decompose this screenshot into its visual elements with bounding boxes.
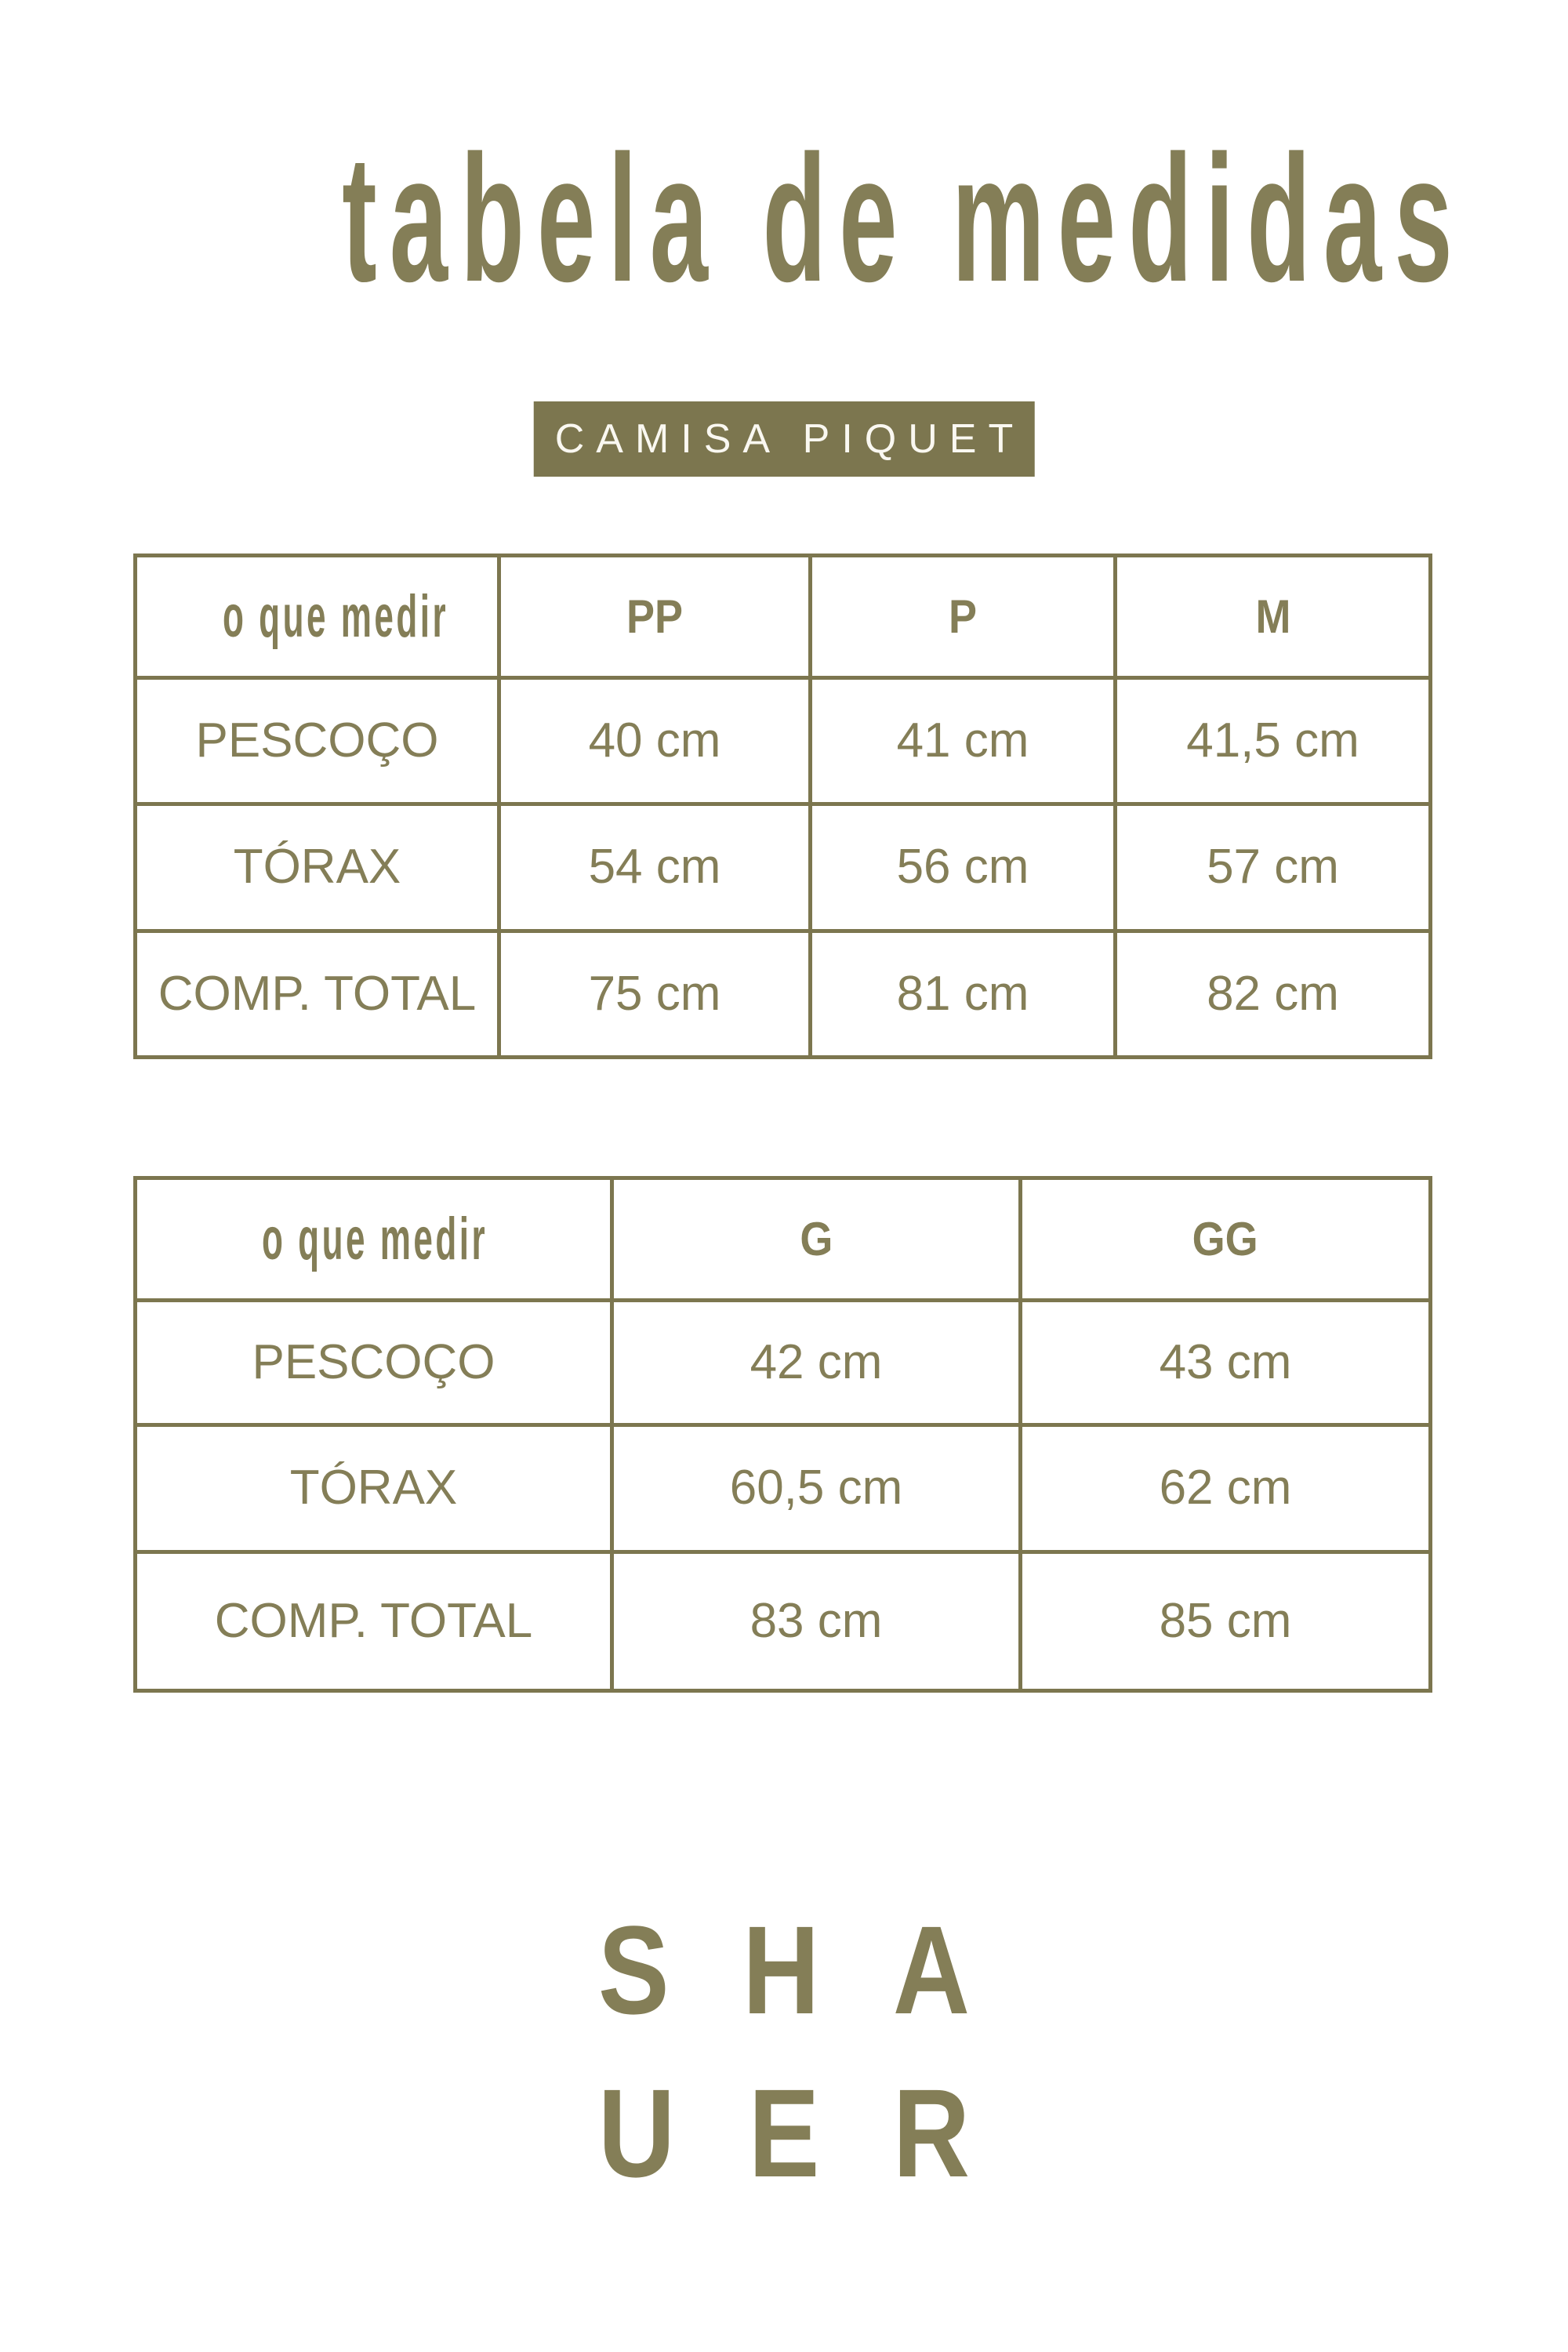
- size-value: 40 cm: [588, 713, 721, 768]
- size-value: 43 cm: [1159, 1334, 1292, 1389]
- size-value: 82 cm: [1207, 966, 1339, 1021]
- col-header-measure: o que medir: [133, 554, 501, 680]
- col-header-size-p: P: [808, 554, 1117, 680]
- row-label-text: TÓRAX: [233, 840, 401, 895]
- table-header-row: o que medir PP P M: [133, 554, 1432, 680]
- row-label: COMP. TOTAL: [133, 929, 501, 1059]
- table-row-torax: TÓRAX 60,5 cm 62 cm: [133, 1423, 1432, 1554]
- size-value-cell: 75 cm: [497, 929, 812, 1059]
- col-header-measure-label: o que medir: [223, 583, 449, 650]
- table-row-torax: TÓRAX 54 cm 56 cm 57 cm: [133, 802, 1432, 933]
- col-header-size-m-label: M: [1254, 590, 1290, 643]
- size-value-cell: 60,5 cm: [610, 1423, 1022, 1554]
- row-label-text: COMP. TOTAL: [158, 966, 477, 1021]
- page-title: tabela de medidas: [342, 118, 1465, 319]
- size-value: 42 cm: [750, 1334, 883, 1389]
- size-table-g-gg: o que medir G GG PESCOÇO 42 cm 43 cm TÓR…: [133, 1176, 1432, 1693]
- row-label-text: PESCOÇO: [252, 1334, 495, 1389]
- product-badge-label: CAMISA PIQUET: [554, 416, 1025, 462]
- table-row-comp-total: COMP. TOTAL 83 cm 85 cm: [133, 1550, 1432, 1693]
- col-header-size-gg: GG: [1018, 1176, 1432, 1302]
- col-header-size-gg-label: GG: [1192, 1212, 1259, 1265]
- row-label: TÓRAX: [133, 802, 501, 933]
- size-value: 60,5 cm: [729, 1461, 903, 1515]
- brand-logo-line-2: UER: [597, 2063, 1044, 2203]
- table-row-pescoco: PESCOÇO 42 cm 43 cm: [133, 1298, 1432, 1427]
- size-value-cell: 82 cm: [1113, 929, 1432, 1059]
- table-row-comp-total: COMP. TOTAL 75 cm 81 cm 82 cm: [133, 929, 1432, 1059]
- size-value-cell: 57 cm: [1113, 802, 1432, 933]
- size-value: 57 cm: [1207, 840, 1339, 895]
- row-label: PESCOÇO: [133, 1298, 614, 1427]
- size-value-cell: 56 cm: [808, 802, 1117, 933]
- size-value: 41,5 cm: [1186, 713, 1359, 768]
- row-label: TÓRAX: [133, 1423, 614, 1554]
- size-value-cell: 54 cm: [497, 802, 812, 933]
- product-badge: CAMISA PIQUET: [533, 401, 1035, 477]
- size-value-cell: 41,5 cm: [1113, 676, 1432, 806]
- size-value-cell: 62 cm: [1018, 1423, 1432, 1554]
- size-value-cell: 42 cm: [610, 1298, 1022, 1427]
- size-value-cell: 40 cm: [497, 676, 812, 806]
- table-header-row: o que medir G GG: [133, 1176, 1432, 1302]
- col-header-measure: o que medir: [133, 1176, 614, 1302]
- col-header-size-p-label: P: [948, 590, 978, 643]
- row-label: PESCOÇO: [133, 676, 501, 806]
- col-header-size-pp: PP: [497, 554, 812, 680]
- size-value: 81 cm: [896, 966, 1029, 1021]
- row-label-text: PESCOÇO: [195, 713, 439, 768]
- size-value: 85 cm: [1159, 1593, 1292, 1648]
- col-header-measure-label: o que medir: [262, 1205, 488, 1272]
- size-value: 62 cm: [1159, 1461, 1292, 1515]
- table-row-pescoco: PESCOÇO 40 cm 41 cm 41,5 cm: [133, 676, 1432, 806]
- size-value: 83 cm: [750, 1593, 883, 1648]
- brand-logo-line-1: SHA: [597, 1900, 1044, 2040]
- col-header-size-g: G: [610, 1176, 1022, 1302]
- size-table-pp-p-m: o que medir PP P M PESCOÇO 40 cm 41 cm 4…: [133, 554, 1432, 1059]
- row-label-text: TÓRAX: [289, 1461, 458, 1515]
- size-value-cell: 41 cm: [808, 676, 1117, 806]
- col-header-size-m: M: [1113, 554, 1432, 680]
- size-value-cell: 81 cm: [808, 929, 1117, 1059]
- row-label: COMP. TOTAL: [133, 1550, 614, 1693]
- col-header-size-g-label: G: [799, 1212, 833, 1265]
- row-label-text: COMP. TOTAL: [214, 1593, 533, 1648]
- col-header-size-pp-label: PP: [626, 590, 684, 643]
- size-value: 41 cm: [896, 713, 1029, 768]
- size-value: 54 cm: [588, 840, 721, 895]
- size-value-cell: 83 cm: [610, 1550, 1022, 1693]
- size-value-cell: 85 cm: [1018, 1550, 1432, 1693]
- size-value-cell: 43 cm: [1018, 1298, 1432, 1427]
- size-value: 75 cm: [588, 966, 721, 1021]
- size-value: 56 cm: [896, 840, 1029, 895]
